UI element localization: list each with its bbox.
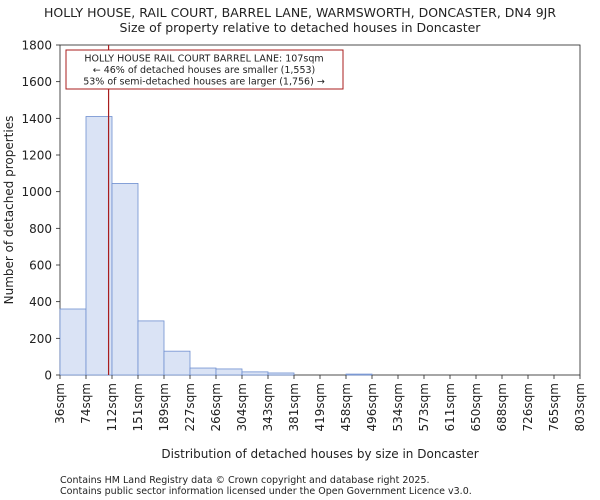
x-axis-ticks: 36sqm 74sqm 112sqm 151sqm 189sqm 227sqm 266sqm… bbox=[53, 375, 587, 431]
bar-343sqm bbox=[267, 372, 295, 376]
x-tick-label: 304sqm bbox=[235, 383, 249, 431]
y-tick-label: 1000 bbox=[21, 185, 52, 199]
bar-189sqm bbox=[163, 350, 191, 376]
x-tick-label: 419sqm bbox=[313, 383, 327, 431]
y-tick-label: 1200 bbox=[21, 149, 52, 163]
x-axis-label: Distribution of detached houses by size … bbox=[161, 447, 478, 461]
bars-group bbox=[59, 116, 373, 376]
footer-line1: Contains HM Land Registry data © Crown c… bbox=[60, 475, 430, 486]
x-tick-label: 765sqm bbox=[547, 383, 561, 431]
annotation-line1: HOLLY HOUSE RAIL COURT BARREL LANE: 107s… bbox=[84, 54, 323, 65]
plot-area: 0 200 400 600 800 1000 1200 1400 1600 1800 36sqm 7… bbox=[21, 39, 587, 432]
x-tick-label: 611sqm bbox=[443, 383, 457, 431]
annotation-box: HOLLY HOUSE RAIL COURT BARREL LANE: 107s… bbox=[65, 49, 344, 90]
x-tick-label: 343sqm bbox=[261, 383, 275, 431]
x-tick-label: 496sqm bbox=[365, 383, 379, 431]
annotation-line2: ← 46% of detached houses are smaller (1,… bbox=[93, 65, 316, 76]
x-tick-label: 458sqm bbox=[339, 383, 353, 431]
chart-title-line2: Size of property relative to detached ho… bbox=[120, 20, 482, 35]
y-tick-label: 800 bbox=[29, 222, 52, 236]
x-tick-label: 650sqm bbox=[469, 383, 483, 431]
y-tick-label: 0 bbox=[44, 369, 52, 383]
x-tick-label: 112sqm bbox=[105, 383, 119, 431]
bar-74sqm bbox=[85, 116, 113, 376]
annotation-frame bbox=[65, 49, 344, 90]
x-tick-label: 573sqm bbox=[417, 383, 431, 431]
annotation-line3: 53% of semi-detached houses are larger (… bbox=[83, 77, 325, 88]
y-tick-label: 200 bbox=[29, 332, 52, 346]
y-axis-label: Number of detached properties bbox=[2, 116, 16, 305]
chart-title-line1: HOLLY HOUSE, RAIL COURT, BARREL LANE, WA… bbox=[44, 5, 556, 20]
bar-112sqm bbox=[111, 183, 139, 376]
bar-36sqm bbox=[59, 308, 87, 376]
x-tick-label: 189sqm bbox=[157, 383, 171, 431]
x-tick-label: 151sqm bbox=[131, 383, 145, 431]
x-tick-label: 726sqm bbox=[521, 383, 535, 431]
x-tick-label: 266sqm bbox=[209, 383, 223, 431]
footer-line2: Contains public sector information licen… bbox=[60, 486, 472, 497]
y-tick-label: 400 bbox=[29, 295, 52, 309]
y-tick-label: 1400 bbox=[21, 112, 52, 126]
y-tick-label: 600 bbox=[29, 259, 52, 273]
x-tick-label: 381sqm bbox=[287, 383, 301, 431]
x-tick-label: 534sqm bbox=[391, 383, 405, 431]
y-tick-label: 1800 bbox=[21, 39, 52, 53]
bar-458sqm bbox=[345, 373, 373, 376]
x-tick-label: 36sqm bbox=[53, 383, 67, 424]
bar-304sqm bbox=[241, 371, 269, 376]
y-axis-ticks: 0 200 400 600 800 1000 1200 1400 1600 1800 bbox=[21, 39, 60, 383]
bar-227sqm bbox=[189, 367, 217, 376]
bar-266sqm bbox=[215, 368, 243, 376]
x-tick-label: 227sqm bbox=[183, 383, 197, 431]
y-tick-label: 1600 bbox=[21, 75, 52, 89]
x-tick-label: 688sqm bbox=[495, 383, 509, 431]
x-tick-label: 74sqm bbox=[79, 383, 93, 424]
bar-151sqm bbox=[137, 320, 165, 376]
x-tick-label: 803sqm bbox=[573, 383, 587, 431]
